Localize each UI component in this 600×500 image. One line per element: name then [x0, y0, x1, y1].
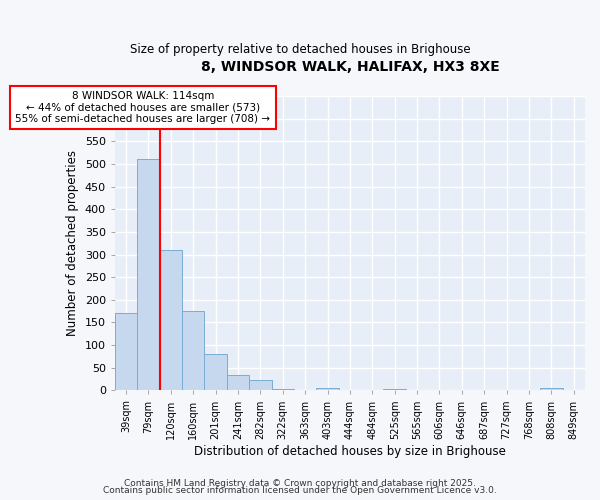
- Bar: [137, 160, 160, 390]
- Y-axis label: Number of detached properties: Number of detached properties: [66, 150, 79, 336]
- Text: 8 WINDSOR WALK: 114sqm
← 44% of detached houses are smaller (573)
55% of semi-de: 8 WINDSOR WALK: 114sqm ← 44% of detached…: [16, 90, 271, 124]
- Text: Contains HM Land Registry data © Crown copyright and database right 2025.: Contains HM Land Registry data © Crown c…: [124, 478, 476, 488]
- Text: Contains public sector information licensed under the Open Government Licence v3: Contains public sector information licen…: [103, 486, 497, 495]
- X-axis label: Distribution of detached houses by size in Brighouse: Distribution of detached houses by size …: [194, 444, 506, 458]
- Bar: [540, 388, 563, 390]
- Bar: [249, 380, 272, 390]
- Bar: [316, 388, 339, 390]
- Text: Size of property relative to detached houses in Brighouse: Size of property relative to detached ho…: [130, 42, 470, 56]
- Title: 8, WINDSOR WALK, HALIFAX, HX3 8XE: 8, WINDSOR WALK, HALIFAX, HX3 8XE: [200, 60, 499, 74]
- Bar: [227, 374, 249, 390]
- Bar: [115, 312, 137, 390]
- Bar: [160, 250, 182, 390]
- Bar: [383, 388, 406, 390]
- Bar: [272, 389, 294, 390]
- Bar: [182, 311, 205, 390]
- Bar: [205, 354, 227, 391]
